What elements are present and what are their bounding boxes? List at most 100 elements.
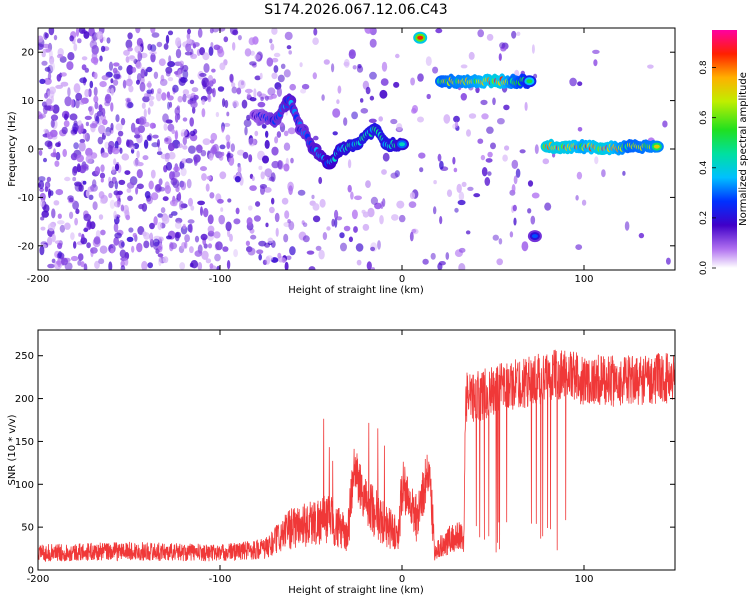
noise-speck: [94, 166, 101, 176]
spectrogram-noise: [38, 28, 671, 270]
noise-speck: [75, 99, 80, 109]
noise-speck: [75, 28, 80, 37]
noise-speck: [77, 124, 84, 134]
noise-speck: [382, 152, 390, 162]
noise-speck: [100, 152, 109, 158]
noise-speck: [425, 56, 432, 66]
noise-speck: [182, 64, 189, 72]
noise-speck: [271, 146, 279, 156]
noise-speck: [202, 80, 206, 90]
noise-speck: [127, 102, 134, 109]
noise-speck: [430, 252, 436, 260]
noise-speck: [50, 114, 59, 121]
noise-speck: [40, 199, 45, 208]
noise-speck: [144, 93, 149, 98]
noise-speck: [267, 87, 276, 96]
noise-speck: [288, 221, 295, 231]
noise-speck: [581, 199, 587, 206]
noise-speck: [189, 79, 195, 85]
noise-speck: [370, 246, 376, 252]
noise-speck: [187, 28, 191, 35]
noise-speck: [511, 184, 516, 193]
noise-speck: [126, 139, 130, 147]
noise-speck: [69, 35, 74, 42]
noise-speck: [360, 98, 364, 103]
noise-speck: [370, 196, 378, 205]
noise-speck: [265, 255, 273, 262]
noise-speck: [519, 149, 526, 154]
spectrogram-x-ticks: -200 -100 0 100: [27, 28, 594, 285]
noise-speck: [162, 214, 170, 225]
noise-speck: [381, 61, 388, 72]
noise-speck: [457, 199, 466, 206]
noise-speck: [271, 72, 278, 80]
noise-speck: [100, 229, 106, 236]
noise-speck: [57, 213, 62, 219]
noise-speck: [110, 248, 114, 254]
noise-speck: [395, 53, 400, 59]
noise-speck: [409, 192, 416, 199]
noise-speck: [75, 208, 80, 215]
noise-speck: [236, 87, 242, 95]
noise-speck: [258, 253, 263, 261]
noise-speck: [120, 204, 125, 212]
y-tick-label: 0: [28, 145, 34, 156]
noise-speck: [185, 158, 193, 164]
noise-speck: [369, 38, 377, 48]
noise-speck: [334, 217, 338, 228]
noise-speck: [141, 260, 148, 270]
noise-speck: [60, 81, 69, 87]
noise-speck: [79, 77, 88, 84]
noise-speck: [149, 232, 154, 242]
noise-speck: [258, 165, 263, 170]
y-tick-label: 10: [21, 96, 34, 107]
noise-speck: [350, 191, 354, 200]
noise-speck: [56, 74, 62, 82]
ridge-point-core: [526, 79, 533, 84]
noise-speck: [351, 209, 358, 220]
noise-speck: [163, 123, 168, 131]
noise-speck: [360, 108, 369, 114]
noise-speck: [58, 251, 62, 259]
noise-speck: [443, 114, 451, 124]
x-tick-label: 100: [574, 574, 593, 585]
noise-speck: [118, 65, 123, 71]
noise-speck: [189, 117, 194, 127]
noise-speck: [380, 78, 389, 86]
noise-speck: [150, 28, 156, 34]
noise-speck: [377, 240, 381, 250]
noise-speck: [189, 246, 194, 254]
noise-speck: [51, 208, 56, 219]
noise-speck: [169, 101, 173, 108]
noise-speck: [146, 89, 153, 94]
noise-speck: [150, 169, 156, 179]
noise-speck: [158, 58, 166, 66]
noise-speck: [172, 171, 181, 178]
noise-speck: [38, 43, 44, 50]
noise-speck: [273, 65, 279, 73]
noise-speck: [162, 196, 169, 202]
noise-speck: [113, 210, 117, 220]
noise-speck: [47, 72, 52, 80]
noise-speck: [187, 99, 192, 105]
noise-speck: [335, 216, 343, 221]
noise-speck: [120, 117, 126, 126]
noise-speck: [46, 98, 53, 106]
y-tick-label: 20: [21, 48, 34, 59]
noise-speck: [168, 151, 176, 160]
noise-speck: [188, 223, 193, 233]
noise-speck: [171, 129, 176, 135]
noise-speck: [251, 176, 255, 182]
noise-speck: [141, 102, 146, 109]
noise-speck: [55, 189, 64, 196]
noise-speck: [473, 193, 481, 198]
noise-speck: [208, 152, 214, 161]
noise-speck: [226, 141, 231, 150]
noise-speck: [336, 99, 340, 105]
noise-speck: [158, 236, 164, 242]
noise-speck: [264, 242, 271, 248]
noise-speck: [81, 64, 87, 71]
noise-speck: [213, 44, 221, 51]
noise-speck: [332, 131, 338, 136]
noise-speck: [99, 81, 107, 88]
